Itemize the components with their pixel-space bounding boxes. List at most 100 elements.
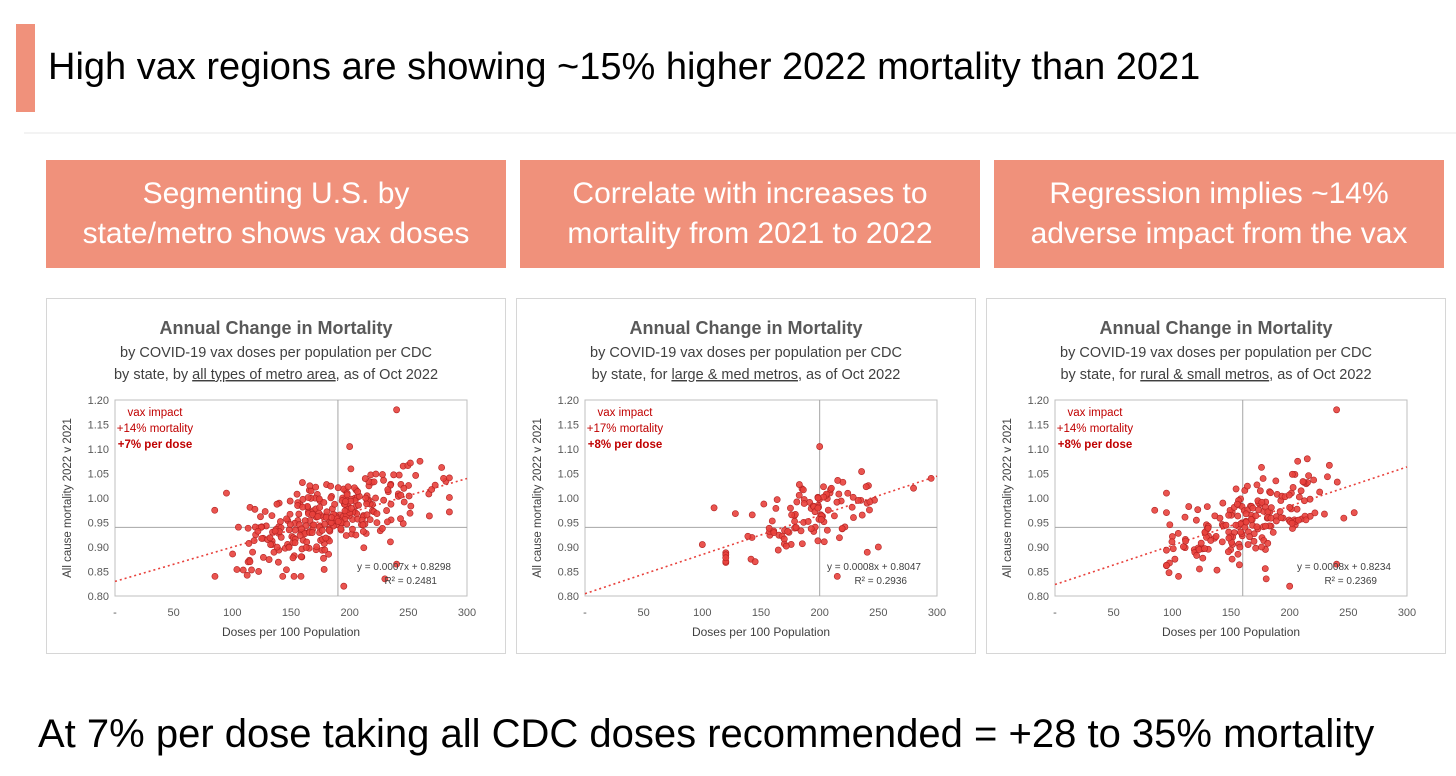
data-point [1242,510,1250,518]
data-point [1262,522,1269,530]
data-point [1340,514,1348,522]
data-point [1253,481,1261,489]
data-point [258,535,266,542]
data-point [370,478,378,486]
data-point [387,500,395,508]
data-point [1299,478,1307,485]
data-point [1255,506,1262,514]
trendline [584,475,938,595]
data-point [848,503,856,511]
data-point [784,528,792,535]
subtitle-text: by state, for [1060,367,1140,383]
data-point [1295,493,1303,501]
x-tick-label: 100 [223,607,241,619]
data-point [306,482,314,490]
data-point [1163,509,1170,517]
data-point [327,494,335,502]
data-point [1207,537,1215,544]
data-point [910,484,917,492]
data-point [384,486,392,494]
data-point [265,556,273,563]
data-point [827,484,835,492]
data-point [1256,487,1264,495]
data-point [266,534,274,542]
chart-subtitle: by state, for large & med metros, as of … [592,367,901,383]
data-point [780,535,788,543]
plot-area [1054,399,1408,597]
data-point [223,489,230,497]
y-axis-title: All cause mortality 2022 v 2021 [532,418,544,578]
y-tick-label: 1.15 [558,420,579,432]
data-point [406,459,414,467]
x-tick-label: 300 [458,607,476,619]
y-axis-title: All cause mortality 2022 v 2021 [62,418,74,578]
data-point [211,506,219,514]
y-tick-label: 1.00 [1028,493,1049,505]
data-point [788,511,796,519]
data-point [1258,543,1265,551]
data-point [381,575,389,583]
data-point [838,525,846,532]
data-point [279,572,287,580]
data-point [271,527,279,535]
data-point [844,489,852,497]
x-axis-title: Doses per 100 Population [222,625,360,639]
y-tick-label: 1.15 [88,420,109,432]
data-point [858,468,865,475]
chart-panel-rural-small-metros: Annual Change in Mortality by COVID-19 va… [986,298,1446,654]
data-point [303,538,311,546]
data-point [866,498,874,506]
x-axis-title: Doses per 100 Population [692,625,830,639]
data-point [1258,463,1265,471]
data-point [1242,518,1250,526]
annotation-label: vax impact [598,407,654,419]
data-point [814,537,822,545]
data-point [406,509,414,517]
data-point [1192,516,1200,524]
data-point [320,566,328,573]
data-point [1212,533,1220,540]
data-point [1285,491,1293,499]
data-point [782,542,790,550]
data-point [1350,509,1358,517]
data-point [1252,512,1260,520]
y-tick-label: 1.15 [1028,420,1049,432]
data-point [835,490,843,498]
data-point [1204,524,1212,532]
data-point [347,504,355,512]
annotation-label: vax impact [1068,407,1124,419]
data-point [1235,561,1243,569]
footer-statement: At 7% per dose taking all CDC doses reco… [38,712,1375,756]
data-point [1237,528,1244,536]
data-point [425,512,433,520]
x-tick-label: 300 [928,607,946,619]
data-point [320,499,328,506]
data-point [698,541,706,548]
y-tick-label: 1.10 [88,444,109,456]
data-point [295,510,303,518]
plot-area [584,399,938,597]
data-point [1222,521,1230,529]
y-tick-label: 0.80 [88,591,109,603]
y-axis-title: All cause mortality 2022 v 2021 [1002,418,1014,578]
annotation-per-dose: +7% per dose [118,439,192,451]
x-tick-label: 200 [810,607,828,619]
data-point [416,457,424,465]
data-point [1262,575,1270,583]
data-point [359,521,367,529]
data-point [1259,475,1267,482]
x-tick-label: 150 [1222,607,1240,619]
data-point [438,464,446,471]
data-point [1295,516,1302,524]
data-point [1185,503,1193,510]
data-point [334,518,342,525]
data-point [290,572,298,580]
banner-line: Regression implies ~14% [1049,177,1389,210]
data-point [795,491,803,499]
data-point [772,505,780,512]
data-point [322,534,330,542]
data-point [283,566,290,574]
data-point [320,554,327,562]
data-point [393,406,400,414]
data-point [731,510,739,518]
